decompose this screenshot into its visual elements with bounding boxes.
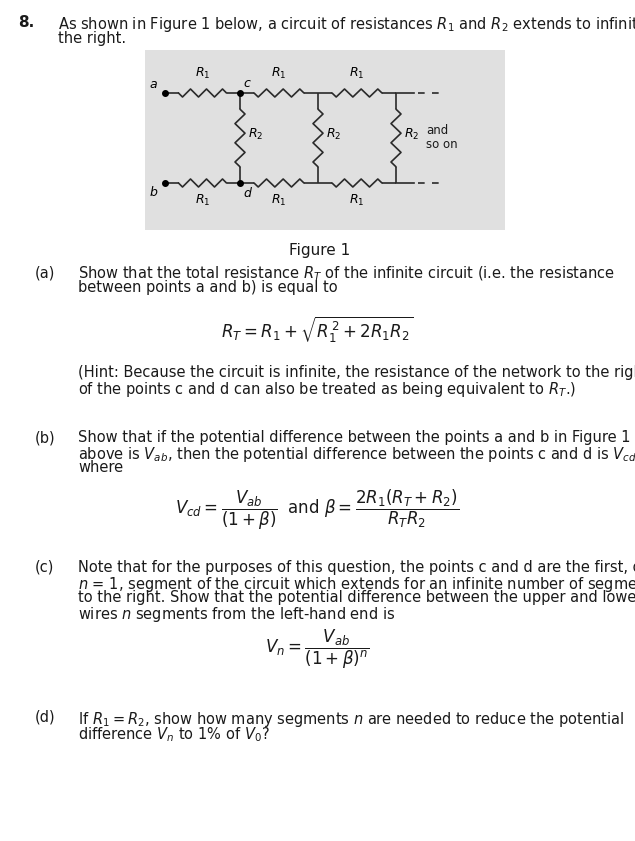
Text: $R_1$: $R_1$ <box>271 66 287 81</box>
Text: Show that if the potential difference between the points a and b in Figure 1: Show that if the potential difference be… <box>78 430 631 445</box>
Text: $R_2$: $R_2$ <box>404 126 419 141</box>
Text: $n$ = 1, segment of the circuit which extends for an infinite number of segments: $n$ = 1, segment of the circuit which ex… <box>78 575 635 594</box>
Text: $R_1$: $R_1$ <box>195 193 210 208</box>
Text: $V_n = \dfrac{V_{ab}}{(1 + \beta)^n}$: $V_n = \dfrac{V_{ab}}{(1 + \beta)^n}$ <box>265 628 369 671</box>
Text: $R_T = R_1 + \sqrt{R_1^{\,2} + 2R_1R_2}$: $R_T = R_1 + \sqrt{R_1^{\,2} + 2R_1R_2}$ <box>221 315 413 346</box>
Text: $d$: $d$ <box>243 186 253 200</box>
Text: so on: so on <box>426 137 458 151</box>
Text: $R_1$: $R_1$ <box>349 66 364 81</box>
Text: $R_1$: $R_1$ <box>271 193 287 208</box>
Text: (Hint: Because the circuit is infinite, the resistance of the network to the rig: (Hint: Because the circuit is infinite, … <box>78 365 635 380</box>
Text: $R_2$: $R_2$ <box>326 126 341 141</box>
Text: 8.: 8. <box>18 15 34 30</box>
Text: the right.: the right. <box>58 31 126 46</box>
Text: (c): (c) <box>35 560 55 575</box>
Text: Figure 1: Figure 1 <box>290 243 351 258</box>
Text: where: where <box>78 460 123 475</box>
Text: difference $V_n$ to 1% of $V_0$?: difference $V_n$ to 1% of $V_0$? <box>78 725 270 743</box>
Text: As shown in Figure 1 below, a circuit of resistances $R_1$ and $R_2$ extends to : As shown in Figure 1 below, a circuit of… <box>58 15 635 34</box>
Text: wires $n$ segments from the left-hand end is: wires $n$ segments from the left-hand en… <box>78 605 395 624</box>
Text: above is $V_{ab}$, then the potential difference between the points c and d is $: above is $V_{ab}$, then the potential di… <box>78 445 635 464</box>
Text: $R_2$: $R_2$ <box>248 126 264 141</box>
Text: (a): (a) <box>35 265 55 280</box>
Text: between points a and b) is equal to: between points a and b) is equal to <box>78 280 338 295</box>
Text: Note that for the purposes of this question, the points c and d are the first, o: Note that for the purposes of this quest… <box>78 560 635 575</box>
Text: Show that the total resistance $R_T$ of the infinite circuit (i.e. the resistanc: Show that the total resistance $R_T$ of … <box>78 265 615 283</box>
Text: (b): (b) <box>35 430 56 445</box>
Text: $R_1$: $R_1$ <box>349 193 364 208</box>
Text: and: and <box>426 124 448 136</box>
Text: to the right. Show that the potential difference between the upper and lower: to the right. Show that the potential di… <box>78 590 635 605</box>
Bar <box>145 50 505 230</box>
Text: $a$: $a$ <box>149 78 158 91</box>
Text: $V_{cd} = \dfrac{V_{ab}}{(1+\beta)}\;$ and $\beta = \dfrac{2R_1(R_T+R_2)}{R_T R_: $V_{cd} = \dfrac{V_{ab}}{(1+\beta)}\;$ a… <box>175 488 459 532</box>
Text: $R_1$: $R_1$ <box>195 66 210 81</box>
Text: If $R_1 = R_2$, show how many segments $n$ are needed to reduce the potential: If $R_1 = R_2$, show how many segments $… <box>78 710 624 729</box>
Text: $b$: $b$ <box>149 185 158 199</box>
Text: (d): (d) <box>35 710 56 725</box>
Text: of the points c and d can also be treated as being equivalent to $R_T$.): of the points c and d can also be treate… <box>78 380 576 399</box>
Text: $c$: $c$ <box>243 77 251 90</box>
